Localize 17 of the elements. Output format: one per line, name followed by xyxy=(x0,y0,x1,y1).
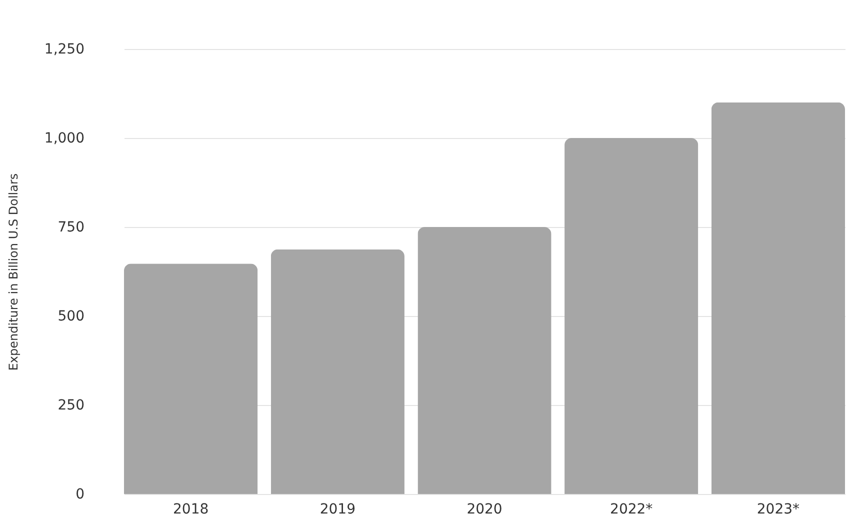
bar xyxy=(418,227,552,494)
y-tick-label: 250 xyxy=(58,398,84,414)
bar xyxy=(711,102,845,494)
bar xyxy=(124,264,258,494)
y-tick-label: 500 xyxy=(58,308,84,324)
bar xyxy=(270,249,404,494)
x-tick-label: 2018 xyxy=(172,502,209,518)
x-tick-label: 2023* xyxy=(756,502,800,518)
x-tick-label: 2019 xyxy=(320,502,356,518)
bar xyxy=(564,138,698,494)
y-tick-label: 1,000 xyxy=(44,130,84,146)
y-tick-label: 0 xyxy=(76,486,84,502)
y-axis-title: Expenditure in Billion U.S Dollars xyxy=(6,173,20,371)
x-tick-label: 2020 xyxy=(466,502,502,518)
y-tick-label: 1,250 xyxy=(44,42,84,58)
y-tick-label: 750 xyxy=(58,220,84,236)
x-tick-label: 2022* xyxy=(610,502,653,518)
